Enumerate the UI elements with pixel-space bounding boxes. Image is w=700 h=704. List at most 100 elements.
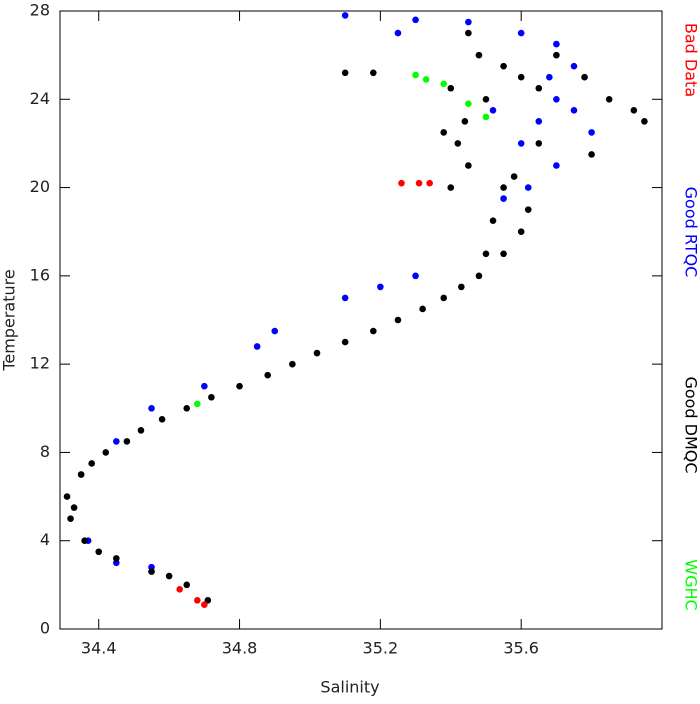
point [95,548,102,555]
point [194,597,201,604]
point [342,12,349,19]
point [342,70,349,77]
point [465,162,472,169]
point [535,85,542,92]
point [88,460,95,467]
point [490,107,497,114]
point [588,129,595,136]
point [412,273,419,280]
x-tick-label: 34.8 [222,639,258,658]
point [159,416,166,423]
point [264,372,271,379]
point [398,180,405,187]
point [476,52,483,59]
y-tick-label: 20 [30,177,50,196]
point [581,74,588,81]
point [440,129,447,136]
point [440,81,447,88]
y-tick-label: 24 [30,89,50,108]
point [113,438,120,445]
point [138,427,145,434]
point [535,140,542,147]
point [412,17,419,24]
point [631,107,638,114]
point [102,449,109,456]
point [419,306,426,313]
point [606,96,613,103]
y-tick-label: 16 [30,265,50,284]
point [518,30,525,37]
point [426,180,433,187]
point [412,72,419,79]
point [71,504,78,511]
point [64,493,71,500]
point [314,350,321,357]
point [271,328,278,335]
point [588,151,595,158]
point [465,19,472,26]
point [525,206,532,213]
point [447,85,454,92]
point [500,184,507,191]
point [458,284,465,291]
point [236,383,243,390]
point [500,250,507,257]
point [476,273,483,280]
point [81,537,88,544]
point [201,601,208,608]
y-axis-label: Temperature [0,269,19,371]
y-tick-label: 4 [40,530,50,549]
point [465,30,472,37]
point [535,118,542,125]
point [342,295,349,302]
y-tick-label: 28 [30,1,50,20]
point [500,63,507,70]
point [183,582,190,589]
point [553,162,560,169]
point [289,361,296,368]
point [483,96,490,103]
point [113,555,120,562]
point [395,30,402,37]
point [183,405,190,412]
point [641,118,648,125]
point [462,118,469,125]
point [511,173,518,180]
point [423,76,430,83]
point [377,284,384,291]
point [518,74,525,81]
point [546,74,553,81]
x-tick-label: 35.6 [503,639,539,658]
point [395,317,402,324]
y-tick-label: 0 [40,619,50,638]
point [194,401,201,408]
point [553,52,560,59]
point [78,471,85,478]
point [176,586,183,593]
plot-frame [60,11,662,629]
x-axis-label: Salinity [320,678,379,697]
point [208,394,215,401]
point [416,180,423,187]
point [571,107,578,114]
legend-entry: Good RTQC [682,187,700,278]
point [166,573,173,580]
y-tick-label: 12 [30,354,50,373]
x-tick-label: 34.4 [81,639,117,658]
legend-entry: Bad Data [682,23,700,97]
y-tick-label: 8 [40,442,50,461]
point [67,515,74,522]
point [553,41,560,48]
point [518,140,525,147]
legend-entry: Good DMQC [682,376,700,473]
point [553,96,560,103]
point [440,295,447,302]
point [370,328,377,335]
point [201,383,208,390]
point [483,250,490,257]
point [483,114,490,121]
point [370,70,377,77]
point [455,140,462,147]
point [148,568,155,575]
